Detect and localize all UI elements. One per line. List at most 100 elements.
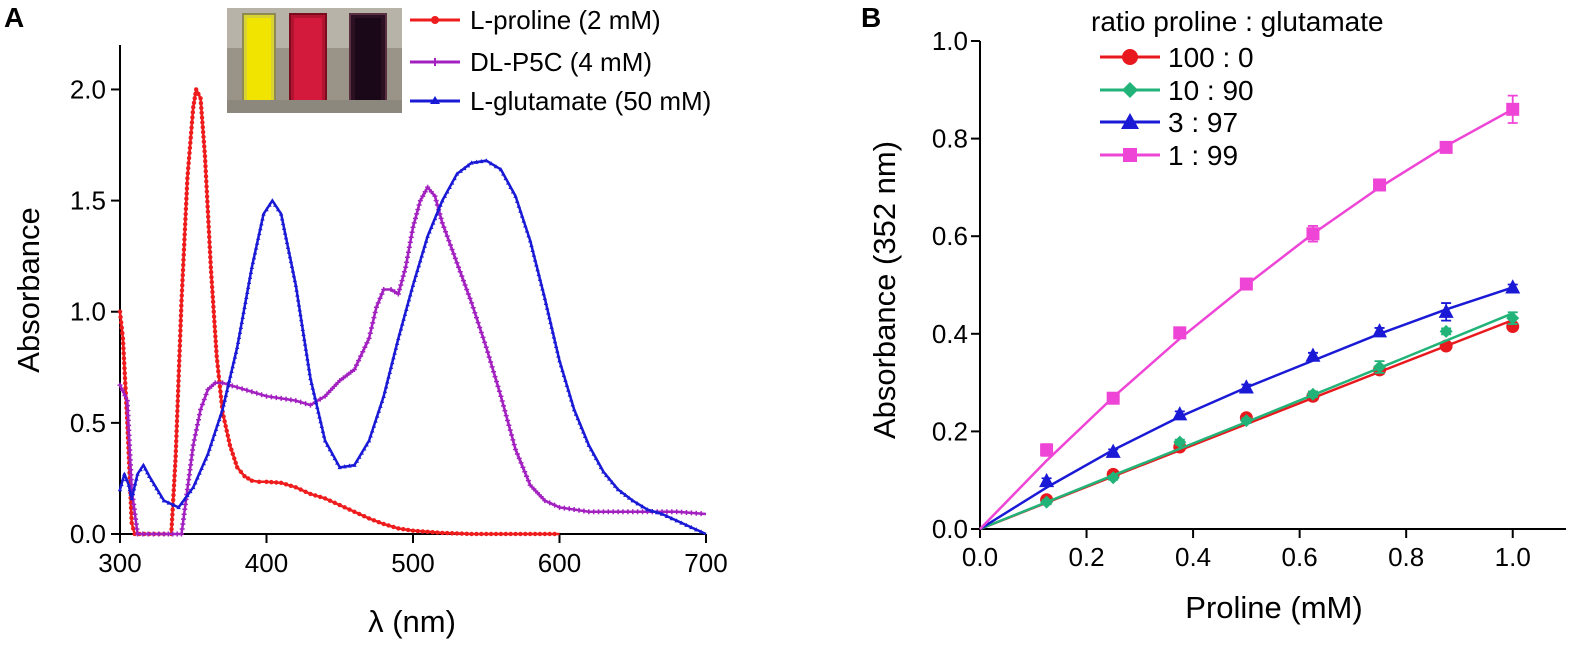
point-dl-p5c-4-mm: [516, 455, 522, 461]
point-dl-p5c-4-mm: [186, 477, 192, 483]
point-l-glutamate-50-mm: [243, 299, 248, 305]
point-l-glutamate-50-mm: [397, 331, 402, 336]
point-dl-p5c-4-mm: [502, 408, 508, 414]
point-10-90: [1439, 324, 1453, 338]
point-dl-p5c-4-mm: [552, 502, 558, 508]
point-l-proline-2-mm: [188, 135, 193, 140]
point-l-proline-2-mm: [180, 272, 185, 278]
point-dl-p5c-4-mm: [457, 269, 463, 275]
point-l-glutamate-50-mm: [434, 211, 440, 216]
point-l-glutamate-50-mm: [438, 202, 443, 207]
point-l-proline-2-mm: [298, 487, 303, 492]
point-3-97: [1372, 323, 1388, 338]
point-l-proline-2-mm: [518, 531, 523, 537]
point-l-glutamate-50-mm: [391, 355, 396, 360]
legend-marker-1-99: [1123, 148, 1137, 162]
point-dl-p5c-4-mm: [283, 396, 289, 402]
point-dl-p5c-4-mm: [581, 508, 587, 514]
point-dl-p5c-4-mm: [264, 393, 269, 399]
a-x-tick-label: 600: [538, 548, 581, 578]
point-l-glutamate-50-mm: [376, 408, 382, 413]
point-l-proline-2-mm: [226, 438, 232, 443]
point-l-glutamate-50-mm: [176, 504, 181, 510]
panel-b-ticks: 0.0 0.2 0.4 0.6 0.8 1.0 0.0 0.2 0.4 0.6 0.8 1.0: [932, 26, 1531, 572]
point-dl-p5c-4-mm: [518, 460, 524, 466]
point-l-glutamate-50-mm: [626, 495, 632, 500]
point-l-glutamate-50-mm: [538, 281, 544, 286]
point-l-glutamate-50-mm: [615, 487, 621, 492]
point-l-proline-2-mm: [532, 531, 538, 537]
point-l-proline-2-mm: [182, 222, 188, 227]
point-l-glutamate-50-mm: [288, 258, 294, 264]
point-l-glutamate-50-mm: [571, 407, 577, 412]
point-dl-p5c-4-mm: [333, 382, 339, 388]
point-10-90: [1040, 495, 1054, 509]
point-dl-p5c-4-mm: [441, 224, 447, 230]
point-l-proline-2-mm: [366, 516, 372, 521]
legend-prefix-dl-p5c: DL: [470, 47, 503, 77]
point-l-proline-2-mm: [552, 531, 557, 537]
point-l-glutamate-50-mm: [282, 230, 288, 235]
point-l-glutamate-50-mm: [246, 279, 252, 285]
point-dl-p5c-4-mm: [198, 407, 204, 413]
point-l-glutamate-50-mm: [229, 368, 234, 373]
point-l-proline-2-mm: [242, 474, 247, 479]
point-l-proline-2-mm: [415, 528, 421, 534]
point-l-glutamate-50-mm: [129, 496, 134, 501]
point-l-glutamate-50-mm: [419, 253, 424, 258]
point-l-glutamate-50-mm: [479, 158, 484, 164]
point-l-glutamate-50-mm: [383, 384, 389, 389]
point-dl-p5c-4-mm: [145, 531, 151, 537]
point-l-proline-2-mm: [177, 358, 182, 364]
point-l-glutamate-50-mm: [416, 263, 422, 268]
point-l-proline-2-mm: [121, 351, 126, 356]
point-l-glutamate-50-mm: [513, 193, 518, 198]
point-l-proline-2-mm: [176, 363, 182, 369]
point-l-proline-2-mm: [209, 284, 215, 290]
point-l-glutamate-50-mm: [210, 436, 215, 441]
point-l-proline-2-mm: [178, 308, 184, 313]
point-l-proline-2-mm: [219, 399, 224, 404]
point-l-glutamate-50-mm: [422, 243, 427, 248]
point-l-proline-2-mm: [229, 447, 234, 452]
point-l-proline-2-mm: [528, 531, 533, 537]
point-l-proline-2-mm: [186, 160, 191, 166]
point-l-glutamate-50-mm: [179, 500, 184, 506]
point-dl-p5c-4-mm: [460, 278, 466, 284]
point-dl-p5c-4-mm: [496, 388, 502, 394]
point-l-glutamate-50-mm: [593, 456, 599, 461]
point-dl-p5c-4-mm: [150, 531, 156, 537]
legend-label-l-proline: L-proline (2 mM): [470, 5, 661, 35]
point-l-proline-2-mm: [212, 324, 217, 329]
point-l-glutamate-50-mm: [294, 287, 299, 292]
point-dl-p5c-4-mm: [472, 310, 478, 316]
point-l-glutamate-50-mm: [337, 464, 342, 470]
point-dl-p5c-4-mm: [356, 358, 362, 364]
point-3-97: [1172, 406, 1188, 421]
point-dl-p5c-4-mm: [190, 442, 196, 448]
point-l-glutamate-50-mm: [607, 476, 612, 481]
point-dl-p5c-4-mm: [126, 427, 132, 433]
point-dl-p5c-4-mm: [126, 437, 132, 443]
point-dl-p5c-4-mm: [122, 392, 128, 398]
point-dl-p5c-4-mm: [397, 287, 403, 292]
point-l-glutamate-50-mm: [561, 372, 567, 378]
point-l-proline-2-mm: [174, 418, 180, 424]
point-l-proline-2-mm: [318, 494, 323, 500]
point-l-glutamate-50-mm: [518, 208, 523, 213]
point-dl-p5c-4-mm: [688, 510, 694, 516]
point-l-glutamate-50-mm: [302, 336, 307, 341]
point-l-proline-2-mm: [215, 364, 220, 369]
point-l-proline-2-mm: [182, 237, 187, 242]
point-dl-p5c-4-mm: [561, 505, 567, 511]
point-l-glutamate-50-mm: [418, 258, 423, 263]
point-l-proline-2-mm: [185, 171, 191, 176]
point-l-proline-2-mm: [208, 270, 214, 275]
point-l-proline-2-mm: [435, 530, 440, 535]
point-dl-p5c-4-mm: [449, 246, 455, 252]
point-l-glutamate-50-mm: [357, 454, 362, 459]
point-dl-p5c-4-mm: [379, 291, 385, 297]
point-dl-p5c-4-mm: [388, 287, 394, 292]
point-l-glutamate-50-mm: [586, 442, 591, 447]
point-l-glutamate-50-mm: [233, 349, 239, 354]
